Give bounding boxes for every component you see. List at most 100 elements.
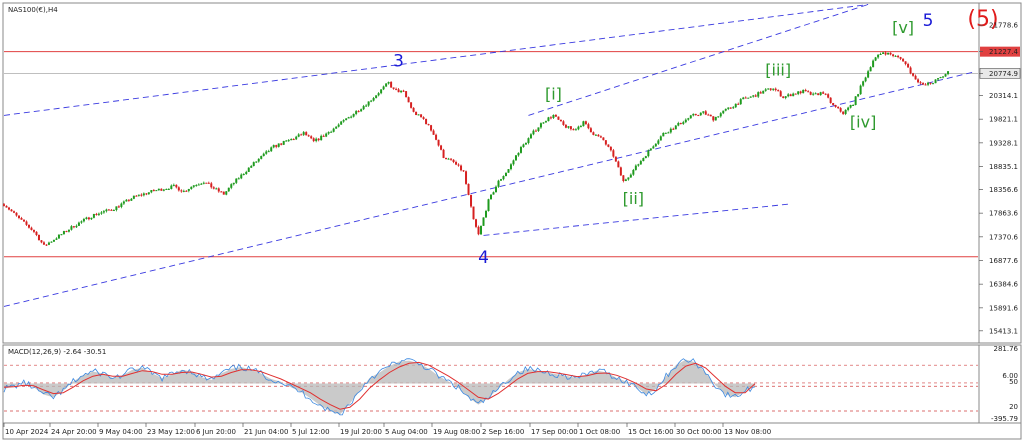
price-tick-label: 19328.1 xyxy=(989,139,1018,147)
candle xyxy=(300,133,303,136)
macd-tick-label: 6.00 xyxy=(1002,372,1018,380)
candle xyxy=(407,96,410,103)
candle xyxy=(480,225,483,236)
candle xyxy=(120,202,123,209)
candle xyxy=(297,133,300,138)
candle xyxy=(889,52,892,56)
candle xyxy=(175,184,178,189)
candle xyxy=(27,224,30,229)
price-tick-label: 15413.1 xyxy=(989,327,1018,335)
candle xyxy=(295,135,298,141)
candle xyxy=(272,144,275,149)
candle xyxy=(85,216,88,220)
candle xyxy=(442,148,445,159)
candle xyxy=(879,52,882,55)
price-panel-frame xyxy=(2,2,980,344)
candle xyxy=(897,54,900,59)
candle xyxy=(30,226,33,231)
candle xyxy=(779,90,782,97)
candle xyxy=(799,90,802,95)
candle xyxy=(734,103,737,109)
candle xyxy=(919,81,922,85)
candle xyxy=(200,182,203,185)
candle xyxy=(722,110,725,115)
candle xyxy=(82,217,85,223)
time-tick-label: 5 Jul 12:00 xyxy=(292,428,330,436)
candle xyxy=(137,194,140,197)
candle xyxy=(529,133,532,139)
candle xyxy=(827,93,830,99)
candle xyxy=(874,56,877,62)
candle xyxy=(160,188,163,191)
candle xyxy=(90,217,93,220)
candle xyxy=(305,131,308,136)
candle xyxy=(467,183,470,196)
candle xyxy=(519,145,522,154)
candle xyxy=(832,102,835,106)
candle xyxy=(662,132,665,137)
candle xyxy=(95,212,98,216)
candle xyxy=(929,82,932,85)
wave-label: 4 xyxy=(478,248,489,268)
candle xyxy=(774,87,777,92)
candle xyxy=(92,213,95,219)
candle xyxy=(247,167,250,173)
candle xyxy=(212,186,215,190)
candle xyxy=(285,139,288,142)
candle xyxy=(627,177,630,181)
candle xyxy=(380,89,383,95)
candle xyxy=(494,185,497,193)
candle xyxy=(834,104,837,108)
wave-label: [ii] xyxy=(623,189,644,208)
candle xyxy=(612,148,615,158)
candle xyxy=(252,161,255,167)
candle xyxy=(277,143,280,148)
candle xyxy=(67,229,70,233)
candle xyxy=(582,120,585,127)
candle xyxy=(709,114,712,117)
candle xyxy=(882,51,885,55)
candle xyxy=(77,221,80,226)
candle xyxy=(549,116,552,120)
price-tick-label: 20774.9 xyxy=(989,70,1018,78)
time-tick-label: 9 May 04:00 xyxy=(99,428,143,436)
candle xyxy=(729,107,732,110)
candle xyxy=(852,104,855,106)
candle xyxy=(7,206,10,211)
level-tag xyxy=(980,46,1020,57)
candle xyxy=(190,186,193,190)
candle xyxy=(210,181,213,189)
candle xyxy=(60,234,63,236)
candle xyxy=(732,106,735,110)
candle xyxy=(497,179,500,188)
price-tick-label: 19821.1 xyxy=(989,116,1018,124)
candle xyxy=(365,104,368,107)
candle xyxy=(402,89,405,92)
macd-plot xyxy=(3,358,978,416)
candle xyxy=(789,93,792,97)
candle xyxy=(270,146,273,152)
candle xyxy=(357,110,360,113)
candle xyxy=(784,96,787,100)
candle xyxy=(659,135,662,141)
candle xyxy=(157,188,160,191)
candle xyxy=(672,127,675,130)
candle xyxy=(117,205,120,209)
candle xyxy=(230,183,233,190)
candle xyxy=(37,234,40,241)
candle xyxy=(544,120,547,123)
candle xyxy=(532,129,535,136)
candle xyxy=(360,108,363,112)
trend-line-0 xyxy=(3,4,869,116)
candle xyxy=(812,92,815,96)
candle xyxy=(892,53,895,58)
candle xyxy=(327,131,330,135)
candle xyxy=(492,191,495,195)
candle xyxy=(752,94,755,98)
candle xyxy=(195,184,198,187)
candle xyxy=(819,91,822,96)
candle xyxy=(42,241,45,245)
candle xyxy=(864,76,867,83)
candle xyxy=(749,96,752,98)
candle xyxy=(280,143,283,146)
